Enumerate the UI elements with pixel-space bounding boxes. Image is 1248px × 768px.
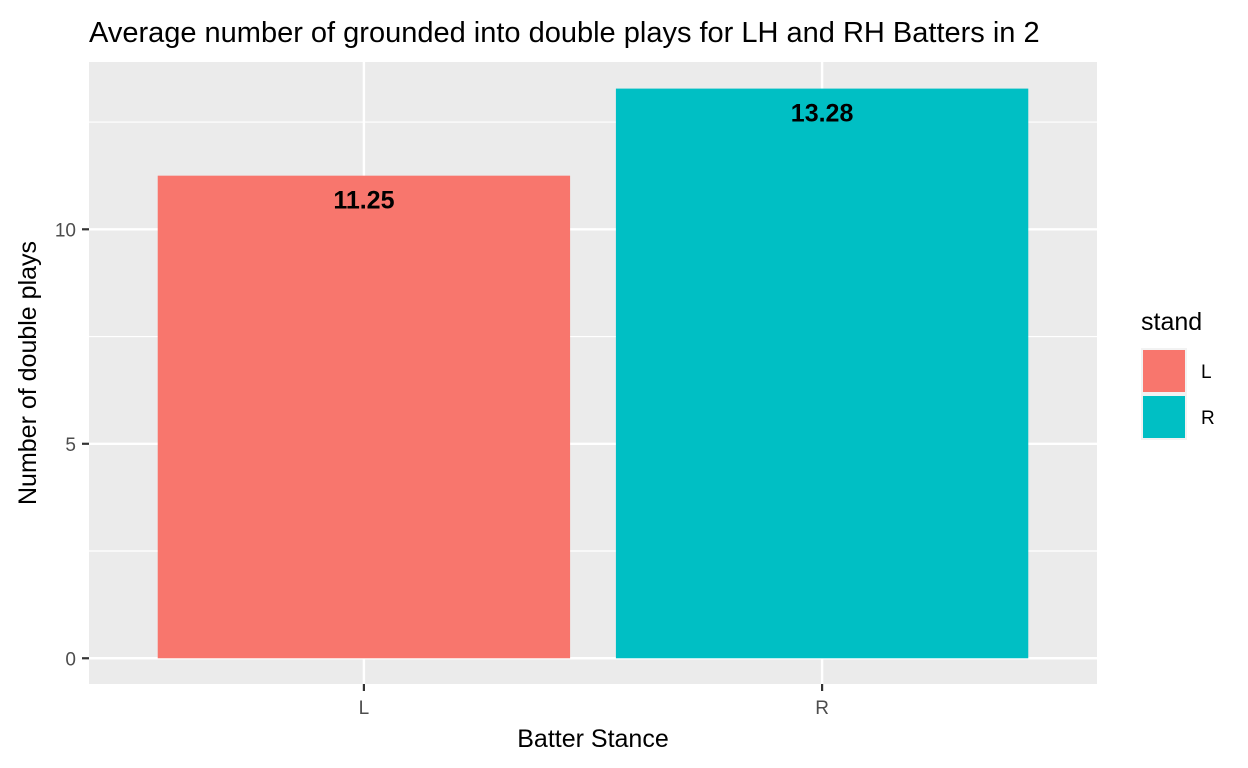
- legend-swatch-L: [1143, 350, 1185, 392]
- legend: stand LR: [1141, 308, 1215, 440]
- y-axis-title: Number of double plays: [14, 241, 42, 505]
- legend-label-L: L: [1201, 362, 1212, 383]
- x-tick-label: L: [359, 698, 370, 719]
- x-axis-title: Batter Stance: [517, 725, 668, 753]
- data-label-R: 13.28: [791, 100, 854, 128]
- bar-L: [157, 175, 571, 659]
- bars: [157, 88, 1029, 659]
- y-tick-label: 5: [65, 435, 76, 456]
- y-axis: 0 5 10: [55, 220, 89, 670]
- legend-swatch-R: [1143, 396, 1185, 438]
- legend-label-R: R: [1201, 408, 1215, 429]
- data-labels: 11.25 13.28: [333, 100, 853, 215]
- data-label-L: 11.25: [333, 187, 394, 215]
- legend-title: stand: [1141, 308, 1202, 336]
- legend-items: LR: [1141, 348, 1215, 440]
- y-tick-label: 10: [55, 220, 76, 241]
- bar-R: [615, 88, 1029, 659]
- x-tick-label: R: [815, 698, 829, 719]
- chart-title: Average number of grounded into double p…: [89, 17, 1040, 49]
- y-tick-label: 0: [65, 649, 76, 670]
